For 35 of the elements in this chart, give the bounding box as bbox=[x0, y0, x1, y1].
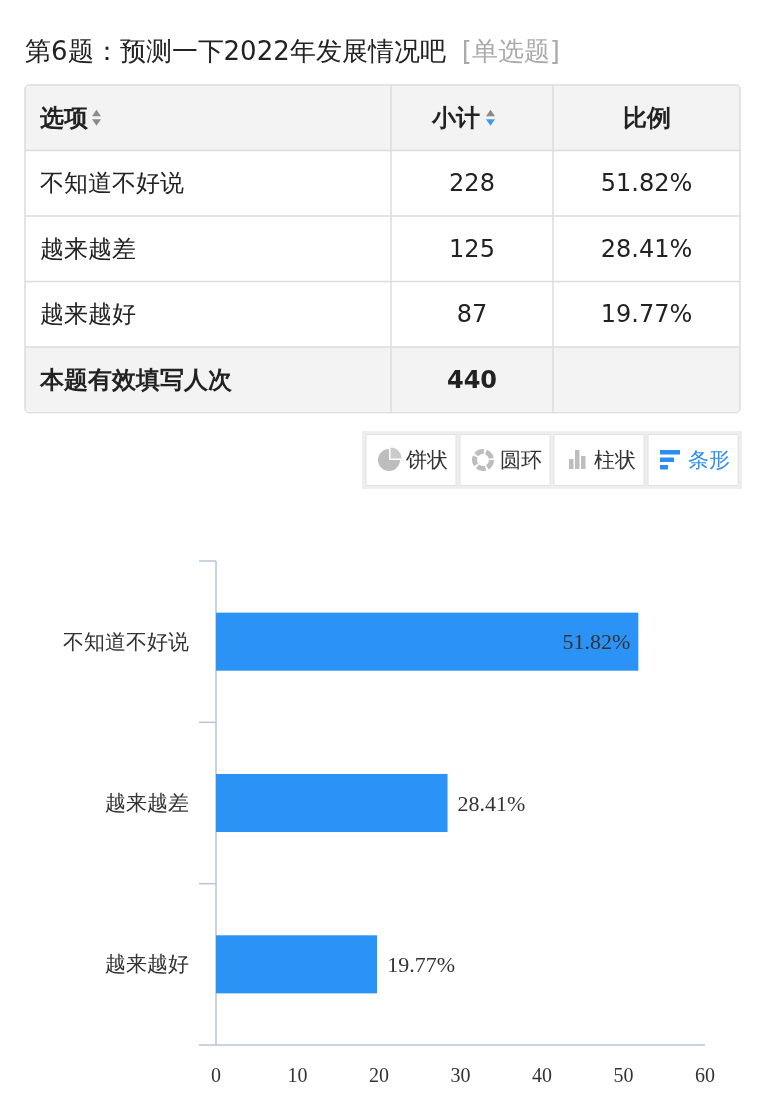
text: 本题有效填写人次 bbox=[39, 365, 233, 394]
data-label: 51.82% bbox=[562, 629, 631, 655]
category-label: 越来越好 bbox=[40, 300, 136, 329]
x-tick-label: 20 bbox=[369, 1064, 389, 1086]
x-tick-label: 0 bbox=[211, 1064, 221, 1086]
data-label: 19.77% bbox=[600, 300, 693, 329]
y-tick-label: 不知道不好说 bbox=[63, 629, 189, 654]
text: 第6题：预测一下2022年发展情况吧 bbox=[25, 36, 446, 66]
data-label: 28.41% bbox=[600, 234, 693, 263]
text: 选项 bbox=[39, 103, 88, 132]
y-tick-label: 越来越差 bbox=[105, 791, 189, 815]
category-label: 越来越差 bbox=[40, 234, 136, 263]
toggle-button[interactable]: 柱状 bbox=[553, 434, 645, 486]
data-label: 228 bbox=[449, 169, 495, 198]
data-label: 87 bbox=[456, 300, 488, 329]
text: 440 bbox=[446, 365, 498, 394]
x-tick-label: 40 bbox=[532, 1064, 552, 1086]
data-label: 19.77% bbox=[387, 951, 455, 977]
y-tick-label: 越来越好 bbox=[105, 952, 189, 977]
x-tick-label: 50 bbox=[613, 1064, 634, 1086]
toggle-button[interactable]: 条形 bbox=[647, 434, 739, 486]
data-label: 125 bbox=[449, 234, 495, 263]
bar bbox=[216, 773, 448, 833]
x-tick-label: 30 bbox=[450, 1064, 471, 1086]
x-tick-label: 10 bbox=[287, 1064, 308, 1086]
bar bbox=[216, 935, 378, 994]
data-label: 28.41% bbox=[457, 790, 526, 816]
toggle-button[interactable]: 饼状 bbox=[365, 434, 457, 486]
text: [单选题] bbox=[461, 36, 561, 66]
toggle-button[interactable]: 圆环 bbox=[459, 434, 551, 486]
data-label: 51.82% bbox=[600, 169, 693, 198]
bar bbox=[216, 612, 639, 671]
text: 比例 bbox=[622, 103, 671, 132]
x-tick-label: 60 bbox=[695, 1064, 715, 1086]
series-label: 小计 bbox=[431, 103, 480, 132]
